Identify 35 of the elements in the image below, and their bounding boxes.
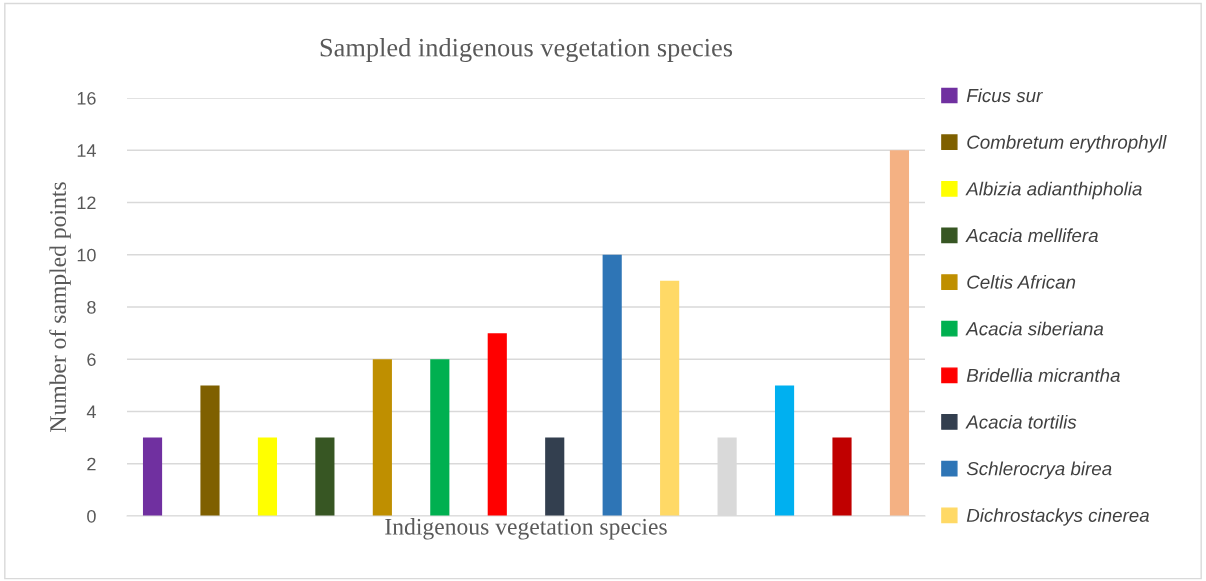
- y-tick-label: 14: [77, 144, 96, 157]
- legend-label: Acacia mellifera: [965, 228, 1098, 243]
- bar: [602, 254, 622, 516]
- chart-title: Sampled indigenous vegetation species: [320, 38, 733, 63]
- legend-label: Acacia siberiana: [965, 321, 1104, 336]
- legend-label: Ficus sur: [966, 88, 1043, 103]
- bar: [430, 359, 450, 516]
- y-tick-label: 10: [77, 248, 96, 262]
- legend-label: Dichrostackys cinerea: [966, 508, 1150, 526]
- y-tick-label: 0: [87, 509, 96, 523]
- y-tick-label: 8: [87, 300, 96, 314]
- legend-label: Celtis African: [967, 274, 1076, 289]
- legend-label: Bridellia micrantha: [966, 368, 1120, 383]
- bar: [372, 359, 392, 516]
- bar: [889, 150, 910, 516]
- bar: [315, 437, 335, 516]
- bar: [774, 385, 795, 516]
- bar: [660, 280, 680, 516]
- y-tick-label: 2: [87, 457, 96, 471]
- legend-label: Acacia tortilis: [965, 414, 1077, 429]
- bar: [832, 437, 852, 516]
- x-axis-title: Indigenous vegetation species: [385, 518, 667, 540]
- y-tick-label: 4: [86, 405, 96, 419]
- y-tick-label: 16: [77, 91, 96, 105]
- bar: [257, 437, 278, 516]
- y-tick-label: 6: [87, 353, 96, 366]
- legend-label: Schlerocrya birea: [966, 461, 1112, 480]
- bar: [545, 437, 565, 516]
- bar: [142, 437, 163, 516]
- bar: [200, 385, 220, 516]
- legend-label: Albizia adianthipholia: [965, 181, 1142, 200]
- bar: [487, 333, 507, 516]
- y-tick-label: 12: [77, 196, 96, 210]
- legend-label: Combretum erythrophyll: [967, 135, 1167, 153]
- y-axis-title: Number of sampled points: [49, 182, 71, 432]
